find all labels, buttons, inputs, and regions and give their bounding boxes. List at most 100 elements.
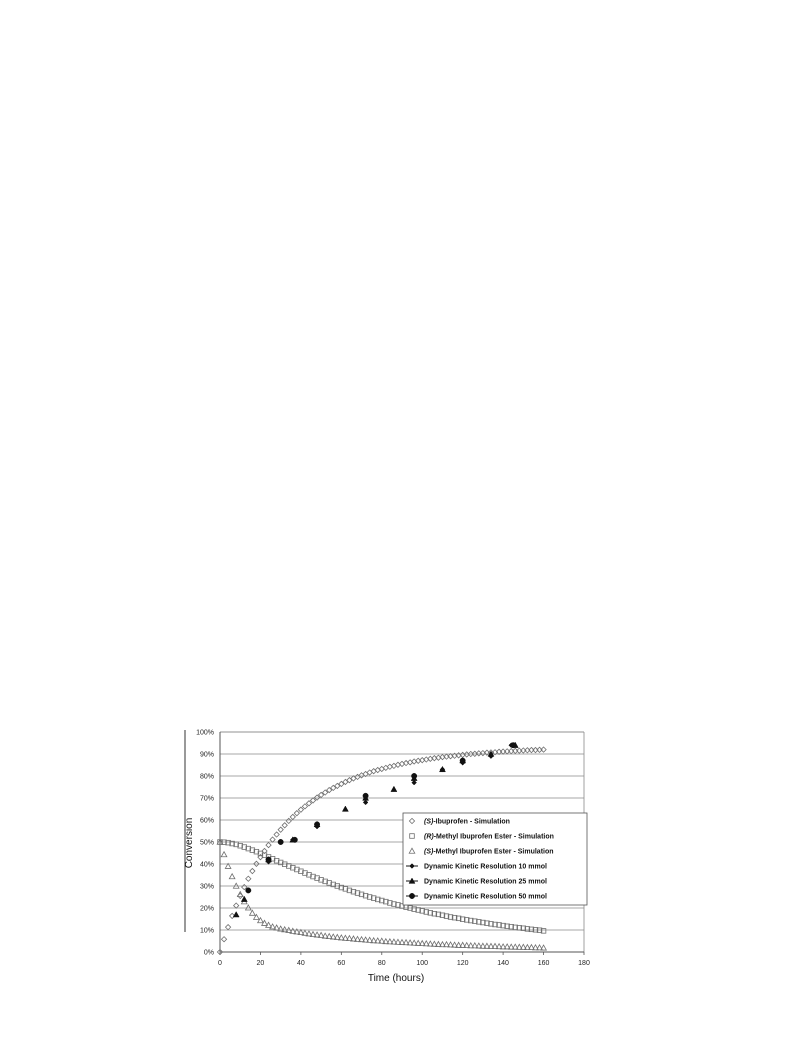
- data-point: [523, 943, 531, 951]
- data-point: [468, 917, 474, 924]
- data-point: [273, 831, 280, 838]
- data-point: [346, 887, 353, 894]
- data-point: [484, 920, 490, 926]
- data-point: [528, 746, 535, 754]
- series-2: [217, 839, 547, 934]
- legend-marker: [408, 877, 416, 884]
- data-point: [476, 919, 482, 925]
- data-point: [233, 902, 240, 909]
- data-point: [322, 878, 328, 885]
- data-point: [241, 844, 247, 850]
- data-point: [503, 943, 511, 950]
- data-point: [313, 794, 321, 801]
- data-point: [354, 890, 361, 896]
- data-point: [330, 881, 336, 888]
- data-point: [423, 909, 429, 915]
- data-point: [531, 943, 539, 951]
- data-point: [297, 806, 305, 813]
- data-point: [390, 938, 398, 945]
- data-point: [418, 939, 426, 947]
- data-point: [459, 916, 466, 922]
- legend-label-suffix: -Ibuprofen - Simulation: [433, 819, 510, 826]
- data-point: [480, 919, 486, 926]
- data-point: [491, 942, 499, 949]
- data-point: [225, 839, 231, 846]
- data-point: [370, 936, 378, 944]
- y-tick-label: 0%: [204, 950, 214, 957]
- data-point: [540, 944, 548, 951]
- data-point: [273, 858, 280, 864]
- data-point: [402, 938, 410, 946]
- data-point: [451, 914, 458, 921]
- data-point: [475, 942, 483, 949]
- tick-labels: 0% 10% 20% 30% 40% 50% 60% 70% 80% 90% 100% 0 20 40 60…: [196, 730, 590, 968]
- data-point: [293, 928, 301, 935]
- legend-label: Dynamic Kinetic Resolution 50 mmol: [424, 894, 547, 901]
- data-point: [249, 847, 256, 853]
- data-point: [216, 948, 224, 956]
- data-point: [341, 934, 349, 941]
- data-point: [370, 895, 377, 901]
- y-tick-label: 20%: [200, 906, 214, 913]
- legend-label: Dynamic Kinetic Resolution 10 mmol: [424, 864, 547, 871]
- y-tick-label: 100%: [196, 730, 214, 737]
- legend-box: [402, 812, 588, 906]
- x-tick-label: 0: [218, 960, 222, 967]
- data-point: [390, 785, 398, 792]
- x-tick-label: 80: [378, 960, 386, 967]
- data-point: [430, 940, 438, 947]
- data-point: [520, 925, 527, 931]
- data-point: [334, 883, 340, 889]
- data-point: [488, 921, 494, 927]
- data-point: [528, 926, 535, 933]
- data-point: [499, 943, 507, 950]
- data-point: [241, 883, 248, 891]
- y-tick-label: 70%: [200, 796, 214, 803]
- data-point: [286, 863, 292, 869]
- data-point: [245, 887, 252, 894]
- data-point: [301, 803, 309, 810]
- data-point: [265, 921, 273, 928]
- data-point: [330, 784, 337, 792]
- legend-label-prefix: (S): [424, 849, 434, 856]
- data-point: [362, 936, 370, 943]
- data-point: [309, 797, 317, 804]
- legend-label-prefix: (S): [424, 819, 434, 826]
- data-point: [289, 927, 297, 934]
- legend-label: (S)-Ibuprofen - Simulation: [424, 819, 510, 826]
- data-point: [261, 852, 268, 858]
- data-point: [516, 925, 522, 931]
- data-point: [252, 913, 260, 920]
- data-point: [504, 923, 510, 929]
- x-tick-label: 100: [416, 960, 428, 967]
- data-point: [354, 935, 361, 942]
- data-point: [422, 940, 430, 947]
- data-point: [395, 902, 401, 908]
- x-tick-label: 180: [578, 960, 590, 967]
- data-point: [256, 916, 264, 924]
- data-point: [249, 867, 256, 875]
- data-point: [536, 943, 543, 951]
- data-point: [467, 941, 475, 949]
- data-point: [447, 941, 455, 948]
- data-point: [349, 935, 357, 942]
- data-point: [471, 941, 479, 949]
- y-axis-title: Conversion: [184, 818, 195, 869]
- data-point: [459, 941, 467, 948]
- data-point: [540, 746, 547, 753]
- data-point: [391, 901, 397, 907]
- data-point: [293, 810, 301, 817]
- data-point: [289, 813, 296, 821]
- data-point: [237, 843, 243, 849]
- data-point: [366, 936, 374, 943]
- data-point: [411, 906, 417, 912]
- data-point: [333, 933, 341, 940]
- data-series: [216, 741, 548, 956]
- data-point: [306, 872, 312, 878]
- data-point: [411, 779, 417, 786]
- data-point: [378, 937, 386, 944]
- data-point: [459, 757, 466, 764]
- data-point: [479, 942, 487, 949]
- data-point: [224, 923, 232, 931]
- data-point: [447, 914, 454, 920]
